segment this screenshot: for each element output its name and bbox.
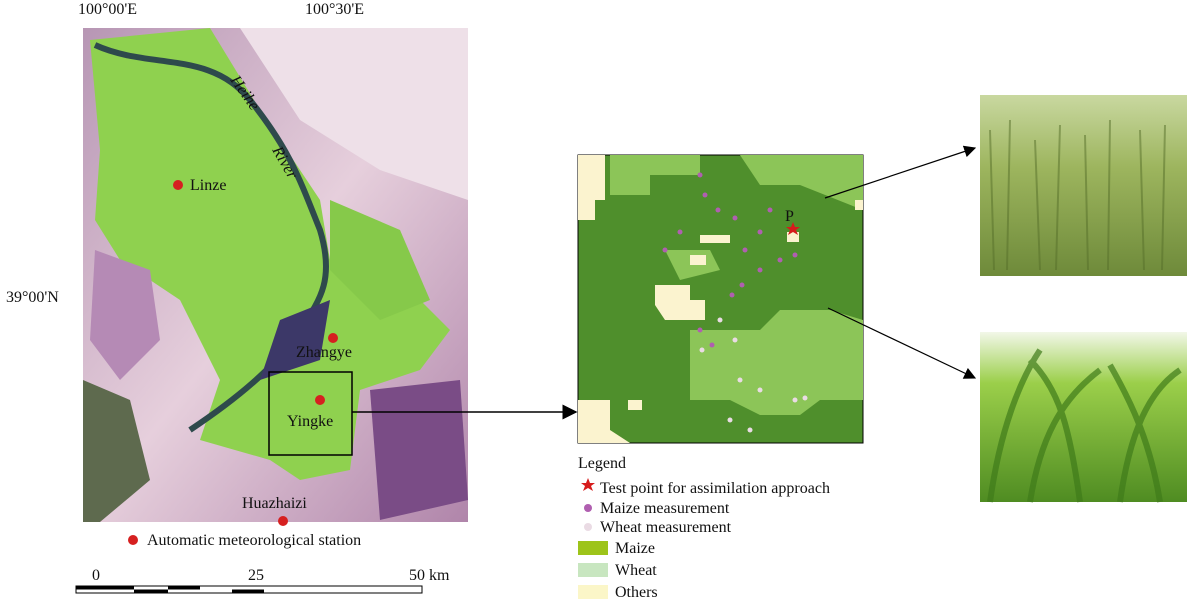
satellite-image bbox=[83, 28, 468, 522]
station bbox=[278, 516, 288, 526]
legend-label: Others bbox=[615, 584, 658, 601]
lon-label: 100°30'E bbox=[305, 1, 364, 18]
legend-label: Maize bbox=[615, 540, 655, 557]
scale-label: 50 km bbox=[409, 567, 450, 584]
legend-label: Test point for assimilation approach bbox=[600, 480, 830, 497]
scale-label: 0 bbox=[92, 567, 100, 584]
lat-label: 39°00'N bbox=[6, 289, 59, 306]
station bbox=[328, 333, 338, 343]
legend-label: Wheat bbox=[615, 562, 657, 579]
legend-label: Wheat measurement bbox=[600, 519, 732, 536]
legend-label: Automatic meteorological station bbox=[147, 532, 361, 549]
figure: 100°00'E 100°30'E 39°00'N Heihe River Li… bbox=[0, 0, 1188, 606]
legend-label: Maize measurement bbox=[600, 500, 730, 517]
station-label: Linze bbox=[190, 177, 226, 194]
station bbox=[173, 180, 183, 190]
legend-station bbox=[128, 535, 138, 545]
station-label: Huazhaizi bbox=[242, 495, 307, 512]
station-label: Zhangye bbox=[296, 344, 352, 361]
point-label: P bbox=[785, 208, 794, 225]
station-label: Yingke bbox=[287, 413, 333, 430]
wheat-photo bbox=[980, 95, 1187, 276]
legend-title: Legend bbox=[578, 455, 626, 472]
station bbox=[315, 395, 325, 405]
lon-label: 100°00'E bbox=[78, 1, 137, 18]
scale-label: 25 bbox=[248, 567, 264, 584]
maize-photo bbox=[980, 332, 1187, 502]
crop-map: P bbox=[578, 155, 863, 443]
legend: Legend Test point for assimilation appro… bbox=[578, 455, 830, 601]
scale-bar: 0 25 50 km bbox=[76, 567, 450, 593]
